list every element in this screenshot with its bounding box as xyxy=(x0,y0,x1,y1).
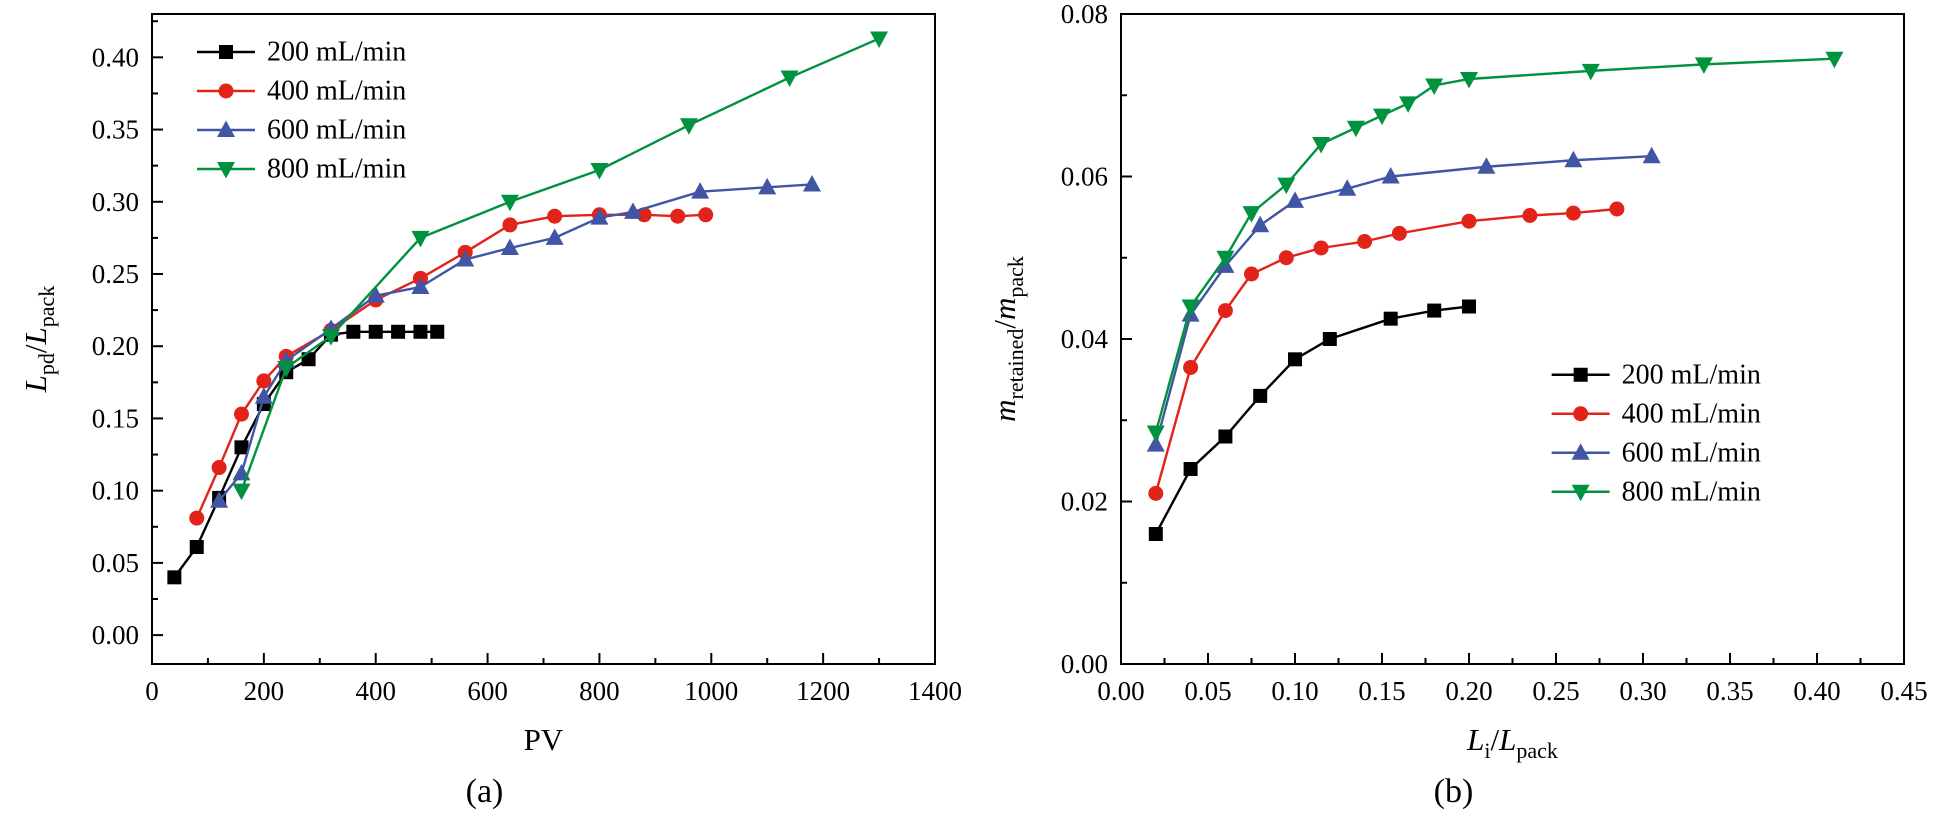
svg-text:0.40: 0.40 xyxy=(92,42,139,72)
svg-text:400 mL/min: 400 mL/min xyxy=(267,76,406,107)
ticks xyxy=(151,20,936,664)
chart-b: 0.00 0.05 0.10 0.15 0.20 0.25 0.30 0.35 0.40 0.45… xyxy=(969,0,1938,829)
svg-text:0: 0 xyxy=(145,676,159,706)
svg-text:200: 200 xyxy=(244,676,285,706)
svg-text:0.15: 0.15 xyxy=(1358,676,1405,706)
svg-text:0.10: 0.10 xyxy=(1271,676,1318,706)
svg-text:600: 600 xyxy=(467,676,508,706)
svg-text:800 mL/min: 800 mL/min xyxy=(267,154,406,185)
y-axis-label: Lpd/Lpack xyxy=(18,286,59,394)
svg-text:0.25: 0.25 xyxy=(92,259,139,289)
svg-text:0.10: 0.10 xyxy=(92,476,139,506)
svg-text:0.25: 0.25 xyxy=(1532,676,1579,706)
legend: 200 mL/min 400 mL/min 600 mL/min 800 mL/min xyxy=(1551,359,1761,507)
tick-labels: 0 200 400 600 800 1000 1200 1400 0.00 0.05 0.10 0.1… xyxy=(92,42,962,706)
svg-text:600 mL/min: 600 mL/min xyxy=(267,115,406,146)
svg-text:0.02: 0.02 xyxy=(1061,487,1108,517)
svg-text:0.35: 0.35 xyxy=(92,115,139,145)
svg-text:0.06: 0.06 xyxy=(1061,162,1108,192)
axes xyxy=(1120,13,1905,665)
svg-text:0.08: 0.08 xyxy=(1061,0,1108,29)
svg-text:200 mL/min: 200 mL/min xyxy=(1622,359,1761,390)
svg-text:200 mL/min: 200 mL/min xyxy=(267,37,406,68)
svg-text:1000: 1000 xyxy=(684,676,738,706)
series-800-ml-min xyxy=(1146,51,1844,442)
svg-text:0.00: 0.00 xyxy=(92,620,139,650)
chart-a: 0 200 400 600 800 1000 1200 1400 0.00 0.05 0.10 0.1… xyxy=(18,13,962,810)
series-400-ml-min xyxy=(189,207,714,526)
svg-text:0.35: 0.35 xyxy=(1706,676,1753,706)
chart-a-caption: (a) xyxy=(465,773,504,810)
svg-text:0.00: 0.00 xyxy=(1097,676,1144,706)
y-axis-label: mretained/mpack xyxy=(987,256,1028,422)
svg-text:0.45: 0.45 xyxy=(1880,676,1927,706)
svg-text:800: 800 xyxy=(579,676,620,706)
svg-text:0.40: 0.40 xyxy=(1793,676,1840,706)
svg-text:800 mL/min: 800 mL/min xyxy=(1622,476,1761,507)
svg-text:0.30: 0.30 xyxy=(1619,676,1666,706)
svg-text:0.05: 0.05 xyxy=(92,548,139,578)
svg-text:1400: 1400 xyxy=(908,676,962,706)
svg-text:400 mL/min: 400 mL/min xyxy=(1622,398,1761,429)
series-600-ml-min xyxy=(1146,146,1661,452)
x-axis-label: Li/Lpack xyxy=(1466,722,1558,763)
svg-text:0.20: 0.20 xyxy=(1445,676,1492,706)
svg-text:0.30: 0.30 xyxy=(92,187,139,217)
x-axis-label: PV xyxy=(524,722,564,757)
series-200-ml-min xyxy=(167,324,445,585)
tick-labels: 0.00 0.05 0.10 0.15 0.20 0.25 0.30 0.35 0.40 0.45… xyxy=(1061,0,1928,706)
chart-a-plot: 0 200 400 600 800 1000 1200 1400 0.00 0.05 0.10 0.1… xyxy=(18,13,962,757)
ticks xyxy=(1120,13,1905,665)
svg-text:400: 400 xyxy=(355,676,396,706)
svg-text:0.05: 0.05 xyxy=(1184,676,1231,706)
svg-text:0.00: 0.00 xyxy=(1061,649,1108,679)
chart-b-plot: 0.00 0.05 0.10 0.15 0.20 0.25 0.30 0.35 0.40 0.45… xyxy=(987,0,1928,763)
svg-text:0.20: 0.20 xyxy=(92,331,139,361)
legend: 200 mL/min 400 mL/min 600 mL/min 800 mL/min xyxy=(197,37,406,185)
series-200-ml-min xyxy=(1148,299,1476,541)
svg-text:0.15: 0.15 xyxy=(92,403,139,433)
svg-text:1200: 1200 xyxy=(796,676,850,706)
chart-b-caption: (b) xyxy=(1433,773,1474,810)
svg-text:600 mL/min: 600 mL/min xyxy=(1622,437,1761,468)
series-400-ml-min xyxy=(1148,201,1625,501)
svg-text:0.04: 0.04 xyxy=(1061,324,1109,354)
axes xyxy=(151,13,936,665)
series-800-ml-min xyxy=(232,31,889,501)
